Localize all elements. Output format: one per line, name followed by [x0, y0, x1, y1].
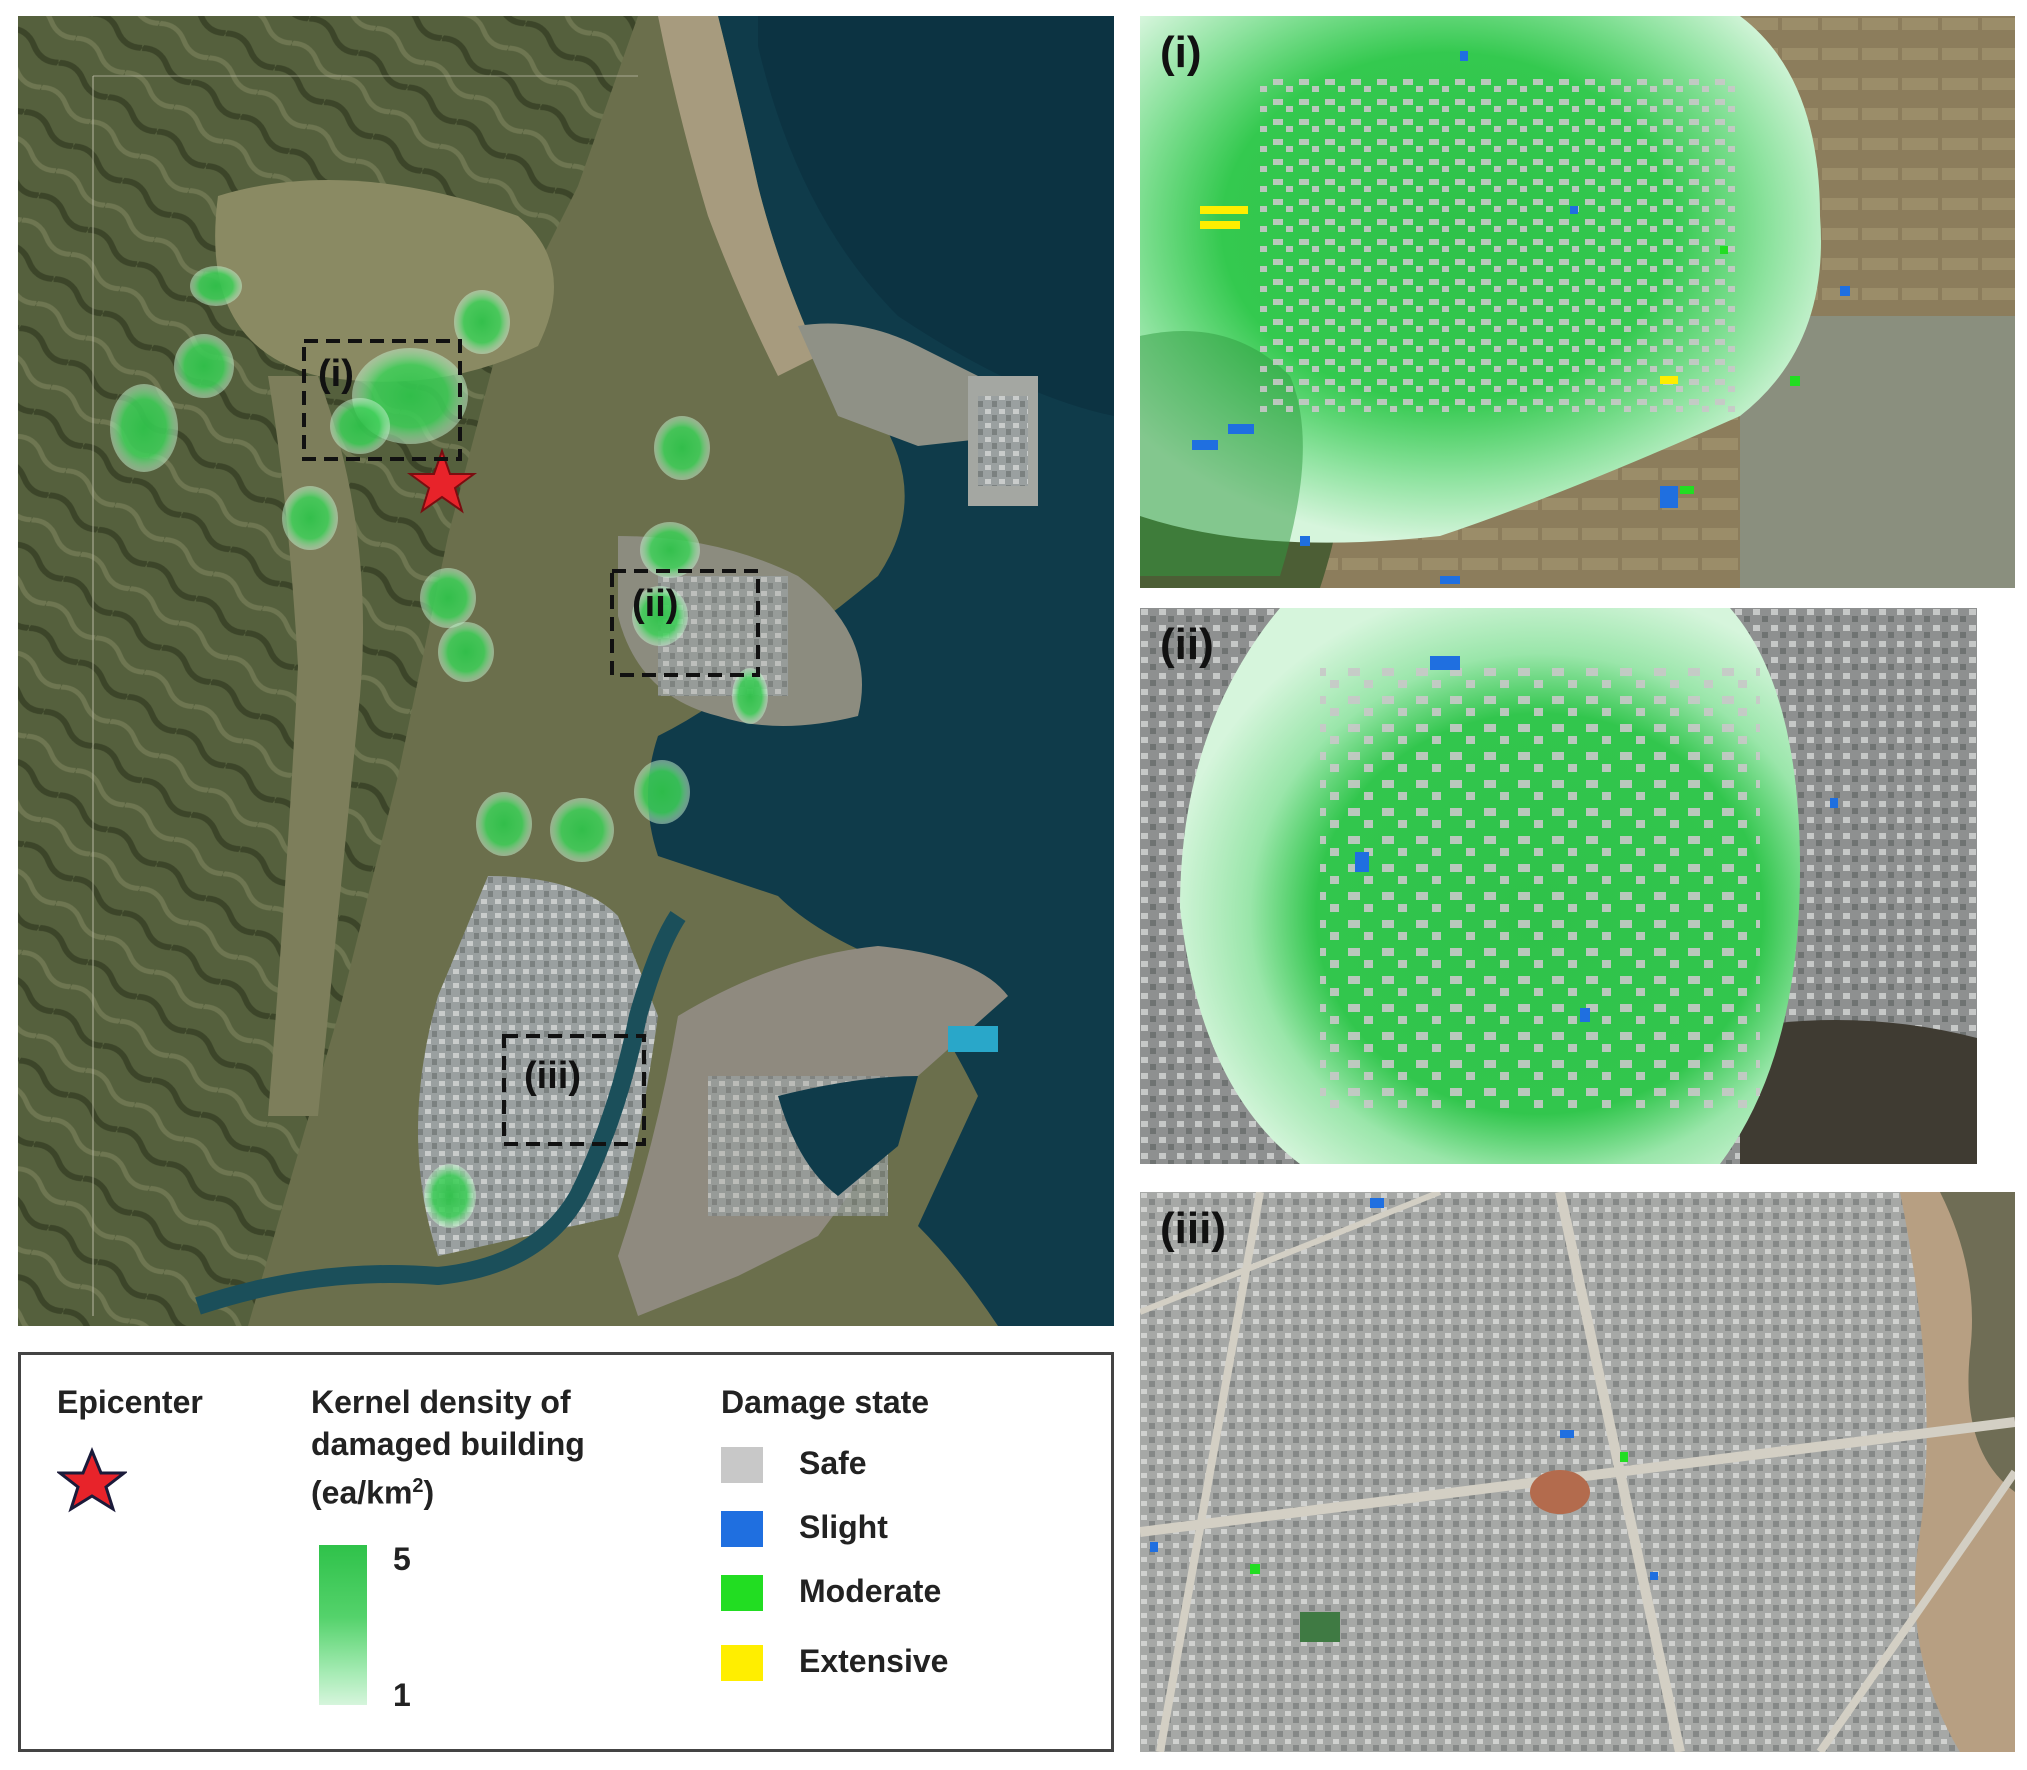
study-area-box-iii[interactable]: (iii) — [502, 1034, 646, 1146]
epicenter-star-icon — [406, 447, 478, 514]
legend-label-slight: Slight — [799, 1509, 888, 1545]
legend-swatch-moderate — [721, 1575, 763, 1611]
inset-map-i: (i) — [1140, 16, 2015, 588]
legend-kernel-max: 5 — [393, 1541, 411, 1577]
legend-label-safe: Safe — [799, 1445, 867, 1481]
box-label-iii: (iii) — [524, 1055, 581, 1097]
kernel-density-color-ramp — [319, 1545, 367, 1705]
main-map: (i) (ii) (iii) — [18, 16, 1114, 1326]
legend-kernel-min: 1 — [393, 1677, 411, 1713]
legend-kernel-title-line2: damaged building — [311, 1426, 585, 1462]
study-area-box-ii[interactable]: (ii) — [610, 569, 760, 677]
legend-kernel-unit: (ea/km2) — [311, 1474, 435, 1511]
box-label-ii: (ii) — [632, 583, 678, 625]
legend-swatch-slight — [721, 1511, 763, 1547]
inset-map-iii: (iii) — [1140, 1192, 2015, 1752]
inset-map-ii: (ii) — [1140, 608, 1977, 1164]
inset-label-ii: (ii) — [1160, 620, 1214, 669]
legend-kernel-title: Kernel density of damaged building (ea/k… — [311, 1381, 585, 1514]
kernel-density-hotspots — [110, 266, 768, 1228]
legend-swatch-safe — [721, 1447, 763, 1483]
legend-swatch-extensive — [721, 1645, 763, 1681]
red-star-icon — [57, 1447, 127, 1513]
legend-label-moderate: Moderate — [799, 1573, 942, 1609]
study-area-box-i[interactable]: (i) — [302, 339, 462, 461]
legend-kernel-title-line1: Kernel density of — [311, 1384, 571, 1420]
box-label-i: (i) — [318, 353, 354, 395]
legend-epicenter-title: Epicenter — [57, 1384, 203, 1420]
map-legend: Epicenter Kernel density of damaged buil… — [18, 1352, 1114, 1752]
legend-label-extensive: Extensive — [799, 1643, 949, 1679]
legend-damage-title: Damage state — [721, 1384, 930, 1420]
inset-label-i: (i) — [1160, 28, 1202, 77]
inset-label-iii: (iii) — [1160, 1204, 1226, 1253]
